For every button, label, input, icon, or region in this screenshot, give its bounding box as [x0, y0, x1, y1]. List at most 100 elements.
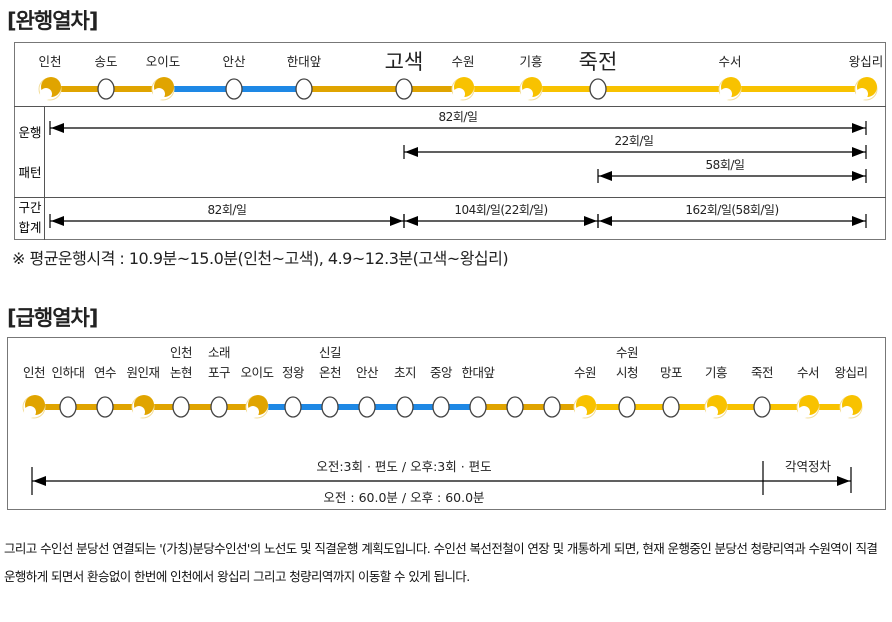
arrow-head-left: [51, 216, 64, 226]
station-circle: [284, 396, 302, 418]
station-circle: [396, 396, 414, 418]
arrow-head-left: [405, 147, 418, 157]
frequency-label: 오전:3회 · 편도 / 오후:3회 · 편도: [316, 459, 491, 474]
diagram-frame: [14, 42, 886, 240]
local-train-title: [완행열차]: [7, 9, 98, 33]
row-label: 구간: [18, 200, 42, 215]
row-label: 합계: [18, 220, 41, 235]
station-label: 인하대: [51, 365, 84, 380]
station-crescent: [856, 88, 868, 100]
station-label: 인천: [38, 54, 61, 69]
frequency-label: 162회/일(58회/일): [685, 203, 778, 217]
station-label: 죽전: [579, 50, 618, 74]
transfer-station-icon: [718, 77, 742, 101]
station-crescent: [720, 88, 732, 100]
station-crescent: [841, 406, 853, 418]
frequency-label: 104회/일(22회/일): [454, 203, 547, 217]
station-crescent: [706, 406, 718, 418]
station-label: 수서: [797, 365, 819, 380]
station-circle: [589, 78, 607, 100]
transfer-station-icon: [38, 77, 62, 101]
station-label: 원인재: [126, 365, 159, 380]
station-crescent: [453, 88, 465, 100]
express-train-title: [급행열차]: [7, 306, 98, 330]
station-crescent: [798, 406, 810, 418]
station-circle: [432, 396, 450, 418]
diagram-frame: [7, 337, 886, 510]
station-label: 신길: [319, 345, 341, 360]
station-circle: [469, 396, 487, 418]
station-label: 왕십리: [834, 365, 867, 380]
station-circle: [543, 396, 561, 418]
arrow-head-left: [405, 216, 418, 226]
frequency-label: 58회/일: [706, 158, 745, 172]
station-crescent: [133, 406, 145, 418]
row-label: 운행: [18, 125, 41, 140]
frequency-label: 82회/일: [208, 203, 247, 217]
arrow-head-left: [599, 171, 612, 181]
station-circle: [210, 396, 228, 418]
station-label: 한대앞: [287, 54, 322, 69]
frequency-label: 82회/일: [439, 110, 478, 124]
arrow-head-left: [599, 216, 612, 226]
description-paragraph: 그리고 수인선 분당선 연결되는 '(가칭)분당수인선'의 노선도 및 직결운행…: [4, 541, 878, 584]
arrow-head-right: [852, 171, 865, 181]
station-crescent: [153, 88, 165, 100]
station-label: 죽전: [751, 365, 773, 380]
transfer-station-icon: [854, 77, 878, 101]
station-label: 포구: [208, 365, 230, 380]
station-label: 안산: [356, 365, 379, 380]
station-label: 인천: [23, 365, 45, 380]
station-label: 기흥: [519, 54, 542, 69]
station-crescent: [521, 88, 533, 100]
station-label: 수원: [574, 365, 596, 380]
station-label: 인천: [170, 345, 192, 360]
station-circle: [506, 396, 524, 418]
station-label: 송도: [94, 54, 117, 69]
station-label: 소래: [208, 345, 230, 360]
station-label: 안산: [222, 54, 246, 69]
frequency-label: 22회/일: [615, 134, 654, 148]
transfer-station-icon: [245, 395, 269, 419]
station-label: 초지: [394, 365, 416, 380]
station-circle: [618, 396, 636, 418]
station-label: 온천: [319, 365, 341, 380]
arrow-head-right: [852, 147, 865, 157]
arrow-head-right: [852, 123, 865, 133]
station-circle: [321, 396, 339, 418]
station-label: 한대앞: [461, 365, 495, 380]
station-circle: [59, 396, 77, 418]
row-label: 패턴: [18, 165, 41, 180]
station-crescent: [575, 406, 587, 418]
station-crescent: [40, 88, 52, 100]
transfer-station-icon: [22, 395, 46, 419]
average-headway-note: ※ 평균운행시격 : 10.9분~15.0분(인천~고색), 4.9~12.3분…: [12, 249, 509, 268]
transfer-station-icon: [131, 395, 155, 419]
transfer-station-icon: [519, 77, 543, 101]
station-label: 고색: [385, 50, 424, 74]
station-circle: [97, 78, 115, 100]
station-label: 망포: [660, 365, 682, 380]
all-stop-label: 각역정차: [785, 459, 832, 474]
station-label: 논현: [170, 365, 192, 380]
station-label: 정왕: [282, 365, 305, 380]
station-crescent: [24, 406, 36, 418]
transfer-station-icon: [796, 395, 820, 419]
station-label: 수원: [451, 54, 474, 69]
station-circle: [225, 78, 243, 100]
station-label: 수원: [616, 345, 638, 360]
station-circle: [96, 396, 114, 418]
station-label: 기흥: [705, 365, 727, 380]
station-circle: [172, 396, 190, 418]
station-label: 시청: [616, 365, 638, 380]
interval-label: 오전 : 60.0분 / 오후 : 60.0분: [323, 490, 484, 505]
station-circle: [395, 78, 413, 100]
arrow-head-left: [33, 476, 46, 486]
station-label: 연수: [94, 365, 116, 380]
station-label: 수서: [718, 54, 741, 69]
arrow-head-right: [837, 476, 850, 486]
station-circle: [295, 78, 313, 100]
transfer-station-icon: [839, 395, 863, 419]
transfer-station-icon: [704, 395, 728, 419]
